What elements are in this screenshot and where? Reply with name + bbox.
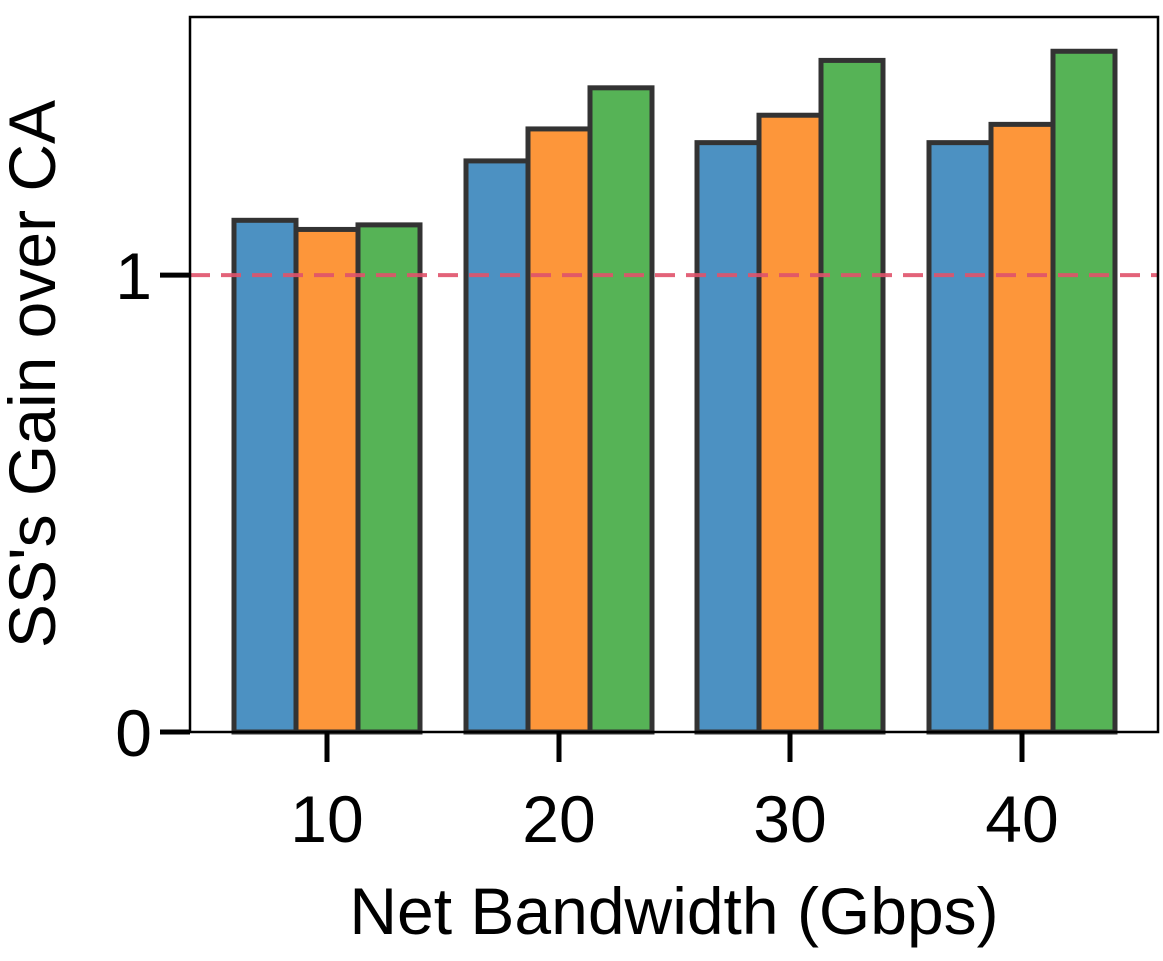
- bar-series-2-10: [293, 226, 361, 735]
- bars-layer: [231, 48, 1118, 735]
- bar-series-1-10: [231, 217, 299, 735]
- x-tick-label: 10: [290, 782, 363, 856]
- plot-frame: [188, 15, 1160, 734]
- bar-series-3-10: [355, 222, 423, 735]
- bar-series-2-30: [756, 112, 824, 735]
- bar-series-1-40: [926, 140, 994, 735]
- x-tick-label: 40: [985, 782, 1058, 856]
- bar-series-3-30: [818, 57, 886, 735]
- x-axis-label: Net Bandwidth (Gbps): [349, 874, 998, 948]
- x-tick-label: 20: [522, 782, 595, 856]
- bar-series-1-20: [463, 158, 531, 735]
- x-axis: 10 20 30 40: [290, 732, 1059, 856]
- y-tick-label: 0: [115, 696, 152, 770]
- x-tick-label: 30: [753, 782, 826, 856]
- y-axis: 01: [115, 239, 190, 770]
- y-tick-label: 1: [115, 239, 152, 313]
- bar-series-3-40: [1050, 48, 1118, 735]
- bar-series-3-20: [587, 85, 655, 735]
- bar-series-2-40: [988, 121, 1056, 735]
- bar-series-2-20: [525, 126, 593, 735]
- bar-series-1-30: [694, 140, 762, 735]
- y-axis-label: SS's Gain over CA: [0, 100, 69, 648]
